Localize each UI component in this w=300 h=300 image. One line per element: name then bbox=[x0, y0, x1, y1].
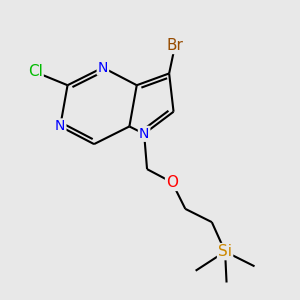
Text: Br: Br bbox=[167, 38, 184, 53]
Text: N: N bbox=[98, 61, 108, 75]
Text: N: N bbox=[139, 127, 149, 141]
Text: Cl: Cl bbox=[28, 64, 43, 80]
Text: Si: Si bbox=[218, 244, 232, 259]
Text: N: N bbox=[55, 119, 65, 134]
Text: O: O bbox=[166, 175, 178, 190]
